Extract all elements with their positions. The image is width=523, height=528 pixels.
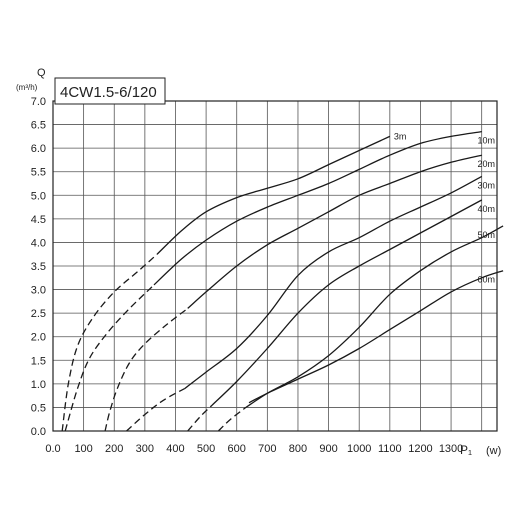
- x-tick-label: 1300: [439, 443, 463, 455]
- x-axis-label: P₁: [460, 443, 472, 457]
- y-tick-label: 0.0: [31, 426, 46, 438]
- y-tick-label: 3.0: [31, 285, 46, 297]
- series-10m-dashed-line: [64, 284, 155, 432]
- plot-frame: [52, 100, 498, 432]
- x-tick-label: 1200: [408, 443, 432, 455]
- series-label-3m: 3m: [394, 131, 407, 141]
- x-tick-label: 500: [197, 443, 215, 455]
- series-3m-line: [156, 135, 391, 255]
- y-tick-label: 5.5: [31, 167, 46, 179]
- series-label-20m: 20m: [477, 159, 495, 169]
- y-tick-label: 6.0: [31, 143, 46, 155]
- y-tick-label: 4.0: [31, 237, 46, 249]
- x-tick-label: 0.0: [45, 443, 60, 455]
- x-tick-label: 300: [136, 443, 154, 455]
- x-tick-label: 1000: [347, 443, 371, 455]
- x-tick-label: 900: [319, 443, 337, 455]
- x-tick-label: 800: [289, 443, 307, 455]
- series-label-40m: 40m: [477, 204, 495, 214]
- series-20m-line: [187, 154, 482, 309]
- series-50m-line: [245, 225, 504, 408]
- series-40m-dashed-line: [187, 404, 213, 432]
- y-tick-label: 7.0: [31, 96, 46, 108]
- chart-title-box: 4CW1.5-6/120: [54, 77, 166, 105]
- y-tick-label: 1.5: [31, 355, 46, 367]
- y-tick-label: 1.0: [31, 379, 46, 391]
- x-tick-label: 600: [228, 443, 246, 455]
- x-tick-label: 200: [105, 443, 123, 455]
- y-tick-label: 2.0: [31, 332, 46, 344]
- x-tick-label: 400: [166, 443, 184, 455]
- y-tick-label: 5.0: [31, 190, 46, 202]
- series-3m-dashed-line: [61, 253, 158, 432]
- y-tick-label: 3.5: [31, 261, 46, 273]
- series-label-50m: 50m: [477, 230, 495, 240]
- curve-layer: [61, 130, 504, 432]
- series-label-60m: 60m: [477, 275, 495, 285]
- series-label-30m: 30m: [477, 180, 495, 190]
- chart-title: 4CW1.5-6/120: [60, 84, 157, 101]
- series-60m-line: [248, 270, 504, 404]
- y-tick-label: 0.5: [31, 402, 46, 414]
- x-axis-unit: (w): [486, 445, 501, 457]
- series-30m-line: [184, 175, 483, 390]
- y-tick-label: 4.5: [31, 214, 46, 226]
- x-tick-label: 700: [258, 443, 276, 455]
- x-tick-label: 1100: [378, 443, 402, 455]
- y-axis-unit: (m³/h): [16, 83, 38, 92]
- series-50m-dashed-line: [217, 406, 247, 432]
- x-tick-label: 100: [74, 443, 92, 455]
- y-axis-label: Q: [37, 67, 46, 79]
- y-tick-label: 6.5: [31, 120, 46, 132]
- series-10m-line: [153, 130, 482, 286]
- label-layer: 0.0 100 200 300 400 500 600 700 800 900 1000 1100 12…: [31, 96, 495, 455]
- y-tick-label: 2.5: [31, 308, 46, 320]
- series-label-10m: 10m: [477, 136, 495, 146]
- series-40m-line: [211, 199, 483, 406]
- series-30m-dashed-line: [126, 388, 186, 432]
- series-20m-dashed-line: [104, 307, 189, 432]
- grid-layer: [52, 100, 497, 432]
